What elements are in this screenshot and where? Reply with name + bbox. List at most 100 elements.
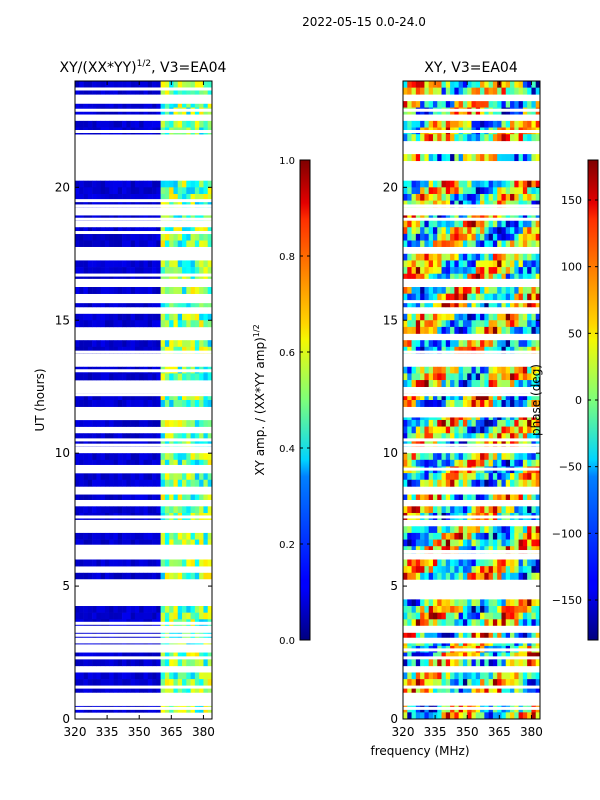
heatmap-cell [522,712,528,720]
heatmap-cell [527,273,532,281]
heatmap-cell [104,685,110,693]
heatmap-cell [501,227,507,235]
heatmap-cell [126,659,131,667]
heatmap-cell [403,632,408,640]
heatmap-cell [458,546,464,554]
heatmap-cell [87,81,93,88]
heatmap-cell [454,193,459,201]
heatmap-cell [522,313,528,321]
heatmap-cell [522,506,528,514]
heatmap-cell [83,453,89,461]
heatmap-cell [109,373,114,381]
heatmap-cell [501,473,507,481]
heatmap-cell [92,193,97,201]
heatmap-cell [445,419,451,427]
heatmap-cell [484,712,489,720]
heatmap-cell [407,479,412,487]
heatmap-cell [501,419,507,427]
heatmap-cell [420,313,425,321]
heatmap-cell [411,100,417,108]
heatmap-cell [514,120,519,128]
heatmap-cell [75,200,80,208]
heatmap-cell [518,632,524,640]
heatmap-cell [518,439,524,447]
heatmap-cell [527,599,532,607]
heatmap-cell [420,260,425,268]
heatmap-cell [199,459,204,467]
heatmap-cell [475,267,481,275]
heatmap-cell [475,672,481,680]
heatmap-cell [471,606,477,613]
heatmap-cell [407,100,412,108]
heatmap-cell [207,300,213,308]
heatmap-cell [164,539,170,547]
heatmap-cell [203,240,209,248]
heatmap-cell [505,227,511,235]
heatmap-cell [522,300,528,308]
heatmap-cell [518,712,524,720]
heatmap-cell [199,659,204,667]
heatmap-cell [432,679,438,687]
heatmap-cell [139,260,144,268]
heatmap-cell [79,606,84,613]
heatmap-cell [467,233,472,241]
heatmap-cell [471,180,477,188]
heatmap-cell [411,366,417,374]
heatmap-cell [497,400,502,407]
heatmap-cell [424,453,429,461]
heatmap-cell [100,473,106,481]
heatmap-cell [403,373,408,381]
heatmap-cell [160,233,166,241]
heatmap-cell [122,200,127,208]
heatmap-cell [510,572,515,580]
heatmap-cell [522,546,528,554]
heatmap-cell [182,233,187,241]
heatmap-cell [173,672,179,680]
heatmap-cell [432,134,438,142]
heatmap-cell [122,473,127,481]
heatmap-cell [403,233,408,241]
heatmap-cell [194,539,200,547]
heatmap-cell [454,599,459,607]
heatmap-cell [475,526,481,534]
heatmap-cell [535,493,541,500]
heatmap-cell [407,459,412,467]
heatmap-cell [182,320,187,328]
heatmap-cell [83,506,89,514]
heatmap-cell [432,320,438,328]
heatmap-cell [484,87,489,95]
heatmap-cell [510,240,515,248]
heatmap-cell [488,227,494,235]
heatmap-cell [522,566,528,574]
heatmap-cell [432,313,438,321]
heatmap-cell [92,459,97,467]
heatmap-cell [87,313,93,321]
heatmap-cell [156,200,161,208]
heatmap-cell [420,493,425,500]
heatmap-cell [194,612,200,620]
heatmap-cell [505,572,511,580]
heatmap-cell [471,227,477,235]
heatmap-cell [527,340,532,348]
heatmap-cell [411,87,417,95]
heatmap-cell [92,81,97,88]
heatmap-cell [437,253,442,261]
heatmap-cell [445,253,451,261]
heatmap-cell [424,293,429,301]
heatmap-cell [522,685,528,693]
heatmap-cell [169,346,174,354]
heatmap-cell [415,267,421,275]
heatmap-cell [535,180,541,188]
heatmap-cell [182,672,187,680]
heatmap-cell [514,293,519,301]
heatmap-cell [156,180,161,188]
heatmap-cell [535,506,541,514]
heatmap-cell [522,346,528,354]
right-plot-frame [402,80,541,720]
heatmap-cell [207,180,213,188]
heatmap-cell [117,532,123,540]
heatmap-cell [199,287,204,294]
heatmap-cell [497,685,502,693]
heatmap-cell [122,267,127,275]
heatmap-cell [497,453,502,461]
